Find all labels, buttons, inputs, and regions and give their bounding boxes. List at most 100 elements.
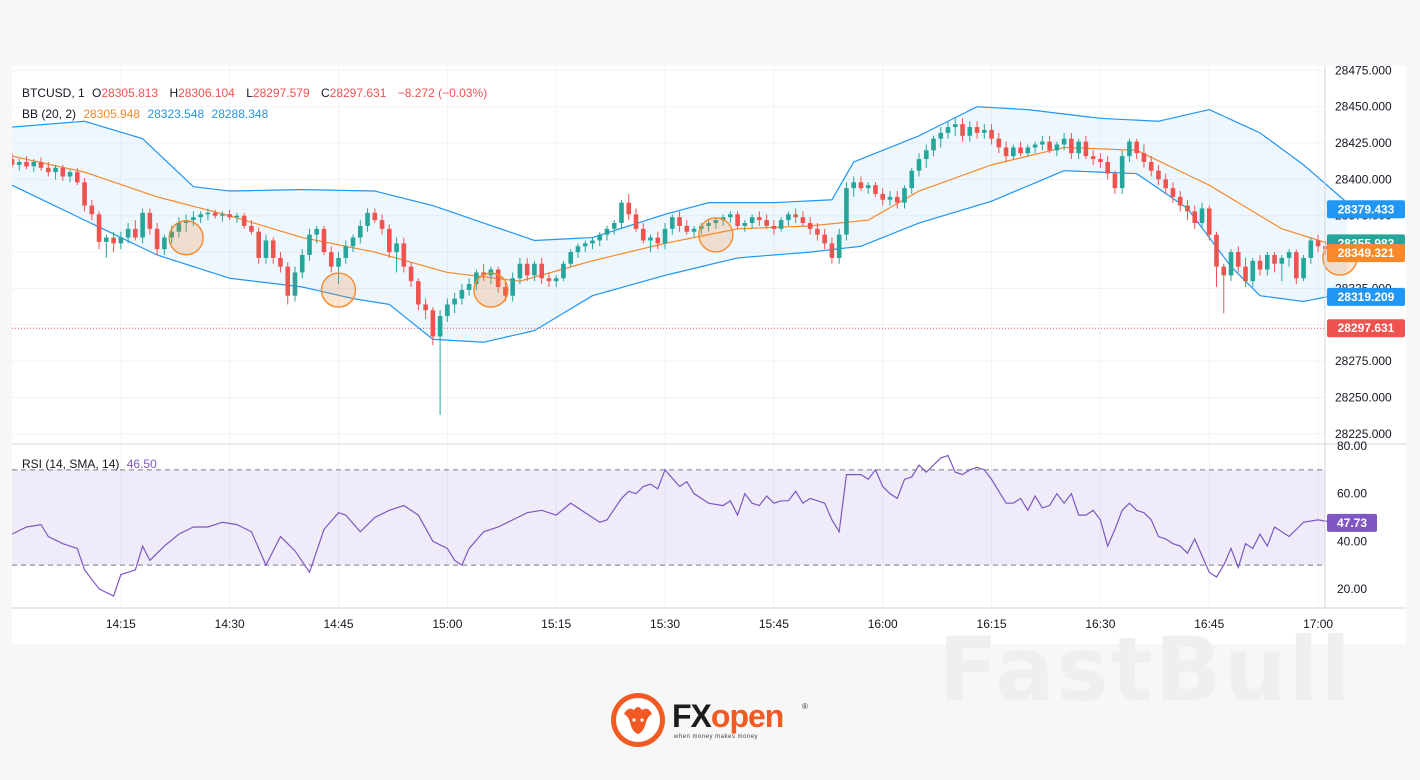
price-badge-text: 28349.321 [1338,246,1395,260]
candle [307,228,312,261]
candle [691,225,697,238]
candle-body [75,172,80,183]
candle-body [1069,138,1074,154]
candle [82,177,87,212]
candle-body [466,284,472,290]
candle [539,257,544,285]
candle-body [836,234,842,258]
candle-body [1235,252,1241,267]
candle-body [728,214,733,218]
candle-body [365,212,370,226]
candle-body [1228,252,1234,276]
price-badge-bg [1327,200,1405,219]
candle-body [894,196,900,203]
candle [38,157,44,171]
low-value: 28297.579 [252,86,310,100]
candle [1228,249,1234,282]
candle [133,220,138,241]
candle-body [880,193,886,200]
candle [481,263,486,282]
candle-body [851,182,856,189]
price-badge-text: 28379.433 [1338,202,1395,216]
candle [902,185,907,209]
candle-body [437,316,443,337]
chart-canvas[interactable]: 28475.000 28450.000 28425.000 28400.000 2837… [12,66,1406,644]
time-tick-label: 14:15 [106,617,136,631]
candle [227,209,232,221]
candle-body [923,150,929,160]
rsi-label[interactable]: RSI (14, SMA, 14) [22,457,120,471]
candle [118,231,124,250]
candle [880,188,886,206]
candle-body [786,214,791,221]
price-badge-text: 28319.209 [1338,290,1395,304]
candle-body [140,212,145,238]
candle [16,159,22,171]
candle-body [89,205,95,215]
candle-body [1156,170,1161,180]
candle [626,193,632,221]
candle [75,167,80,186]
candle-body [31,161,37,167]
candle [887,191,893,206]
candle [786,211,791,226]
candle [771,220,777,235]
candle-body [1192,211,1198,224]
candle [343,240,349,264]
candle [350,234,356,253]
candle-body [314,228,320,235]
candle [365,208,370,232]
candle [111,231,116,253]
candle-body [176,223,182,232]
candle [430,307,436,346]
candle [1272,252,1277,273]
candle-body [1286,252,1292,258]
candle-body [909,170,915,189]
candle-body [640,228,646,241]
candle [495,266,501,293]
candle-body [510,278,515,296]
candle-body [604,228,610,235]
candle-body [1047,141,1052,151]
candle [829,237,835,264]
candle-body [307,234,312,255]
candle-body [292,272,298,296]
candle-body [742,223,748,226]
candle-body [996,138,1002,148]
candle-body [844,188,849,235]
candle [1235,246,1241,273]
candle-body [474,272,479,285]
bb-mid-value: 28305.948 [83,107,141,121]
candle [1047,135,1052,154]
candle-body [793,214,798,218]
symbol-label[interactable]: BTCUSD, 1 [22,86,85,100]
price-axis-badge: 28379.433 [1327,200,1405,219]
time-tick-label: 17:00 [1303,617,1333,631]
candle-body [1221,266,1227,276]
candle-body [778,220,784,229]
candle [89,199,95,221]
candle-body [1185,205,1190,212]
candle [437,310,443,415]
candle [713,217,719,229]
bb-label[interactable]: BB (20, 2) [22,107,77,121]
candle-body [960,124,965,136]
highlight-circle [473,272,509,308]
rsi-line [12,454,1348,597]
candle [379,214,385,235]
candle [662,223,668,250]
candle [1294,249,1299,285]
candle-body [902,188,907,203]
candle-body [749,217,755,224]
candle [466,278,472,296]
candle [822,228,827,250]
candle-body [982,129,987,133]
candle-body [125,228,131,238]
candle [619,199,624,229]
high-value: 28306.104 [178,86,235,100]
candle [938,127,944,148]
close-label: C [320,86,330,100]
candle [1025,144,1031,157]
rsi-axis-badge: 47.73 [1327,513,1377,532]
candle [45,161,51,177]
